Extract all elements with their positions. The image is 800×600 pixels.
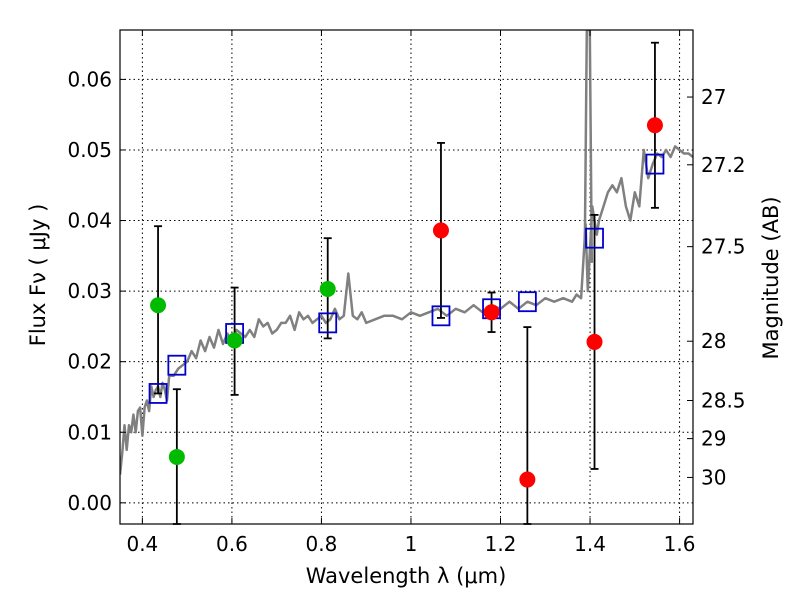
mag-tick-label: 28.5 bbox=[701, 389, 746, 413]
mag-tick-label: 30 bbox=[701, 465, 726, 489]
plot-frame bbox=[119, 29, 694, 525]
model-square bbox=[167, 354, 187, 376]
model-square bbox=[431, 305, 451, 327]
x-tick-label: 0.8 bbox=[306, 532, 338, 556]
x-tick-label: 0.4 bbox=[126, 532, 158, 556]
y-axis-label: Flux Fν ( μJy ) bbox=[26, 204, 50, 347]
x-tick-label: 1 bbox=[405, 532, 418, 556]
y-tick-label: 0.01 bbox=[67, 420, 112, 444]
observed-point bbox=[519, 471, 536, 488]
y-tick-label: 0.03 bbox=[67, 279, 112, 303]
y-tick-label: 0.05 bbox=[67, 138, 112, 162]
observed-point bbox=[483, 304, 500, 321]
x-tick-label: 1.4 bbox=[574, 532, 606, 556]
x-axis-label: Wavelength λ (μm) bbox=[306, 564, 507, 588]
mag-tick-label: 27.2 bbox=[701, 153, 746, 177]
mag-tick-label: 27.5 bbox=[701, 235, 746, 259]
mag-tick-label: 28 bbox=[701, 329, 726, 353]
spectrum-emission-spike bbox=[583, 30, 594, 263]
y-tick-label: 0.06 bbox=[67, 67, 112, 91]
model-square bbox=[585, 227, 604, 249]
model-square bbox=[517, 291, 537, 313]
right-axis-label: Magnitude (AB) bbox=[759, 196, 783, 359]
observed-point bbox=[168, 448, 185, 465]
observed-point bbox=[586, 333, 603, 350]
spectrum-layer bbox=[120, 30, 693, 475]
mag-tick-label: 27 bbox=[701, 85, 726, 109]
marker-layer bbox=[148, 117, 665, 488]
model-square bbox=[645, 153, 665, 175]
observed-point bbox=[150, 297, 167, 314]
y-tick-label: 0.04 bbox=[67, 209, 112, 233]
x-tick-label: 0.6 bbox=[216, 532, 248, 556]
x-tick-label: 1.6 bbox=[664, 532, 696, 556]
model-square bbox=[148, 383, 168, 404]
observed-point bbox=[319, 280, 336, 297]
model-square bbox=[318, 312, 338, 334]
mag-tick-label: 29 bbox=[701, 427, 726, 451]
observed-point bbox=[226, 332, 243, 349]
observed-point bbox=[432, 222, 449, 239]
x-tick-label: 1.2 bbox=[485, 532, 517, 556]
spectrum-line bbox=[120, 145, 693, 475]
label-layer: 0.4 0.6 0.8 1 1.2 1.4 1.6 0.00 0.01 0.02 0.03 0.04 0… bbox=[67, 67, 745, 556]
tick-layer bbox=[120, 30, 693, 524]
grid bbox=[120, 30, 693, 524]
y-tick-label: 0.02 bbox=[67, 350, 112, 374]
observed-point bbox=[646, 117, 663, 134]
y-tick-label: 0.00 bbox=[67, 491, 112, 515]
